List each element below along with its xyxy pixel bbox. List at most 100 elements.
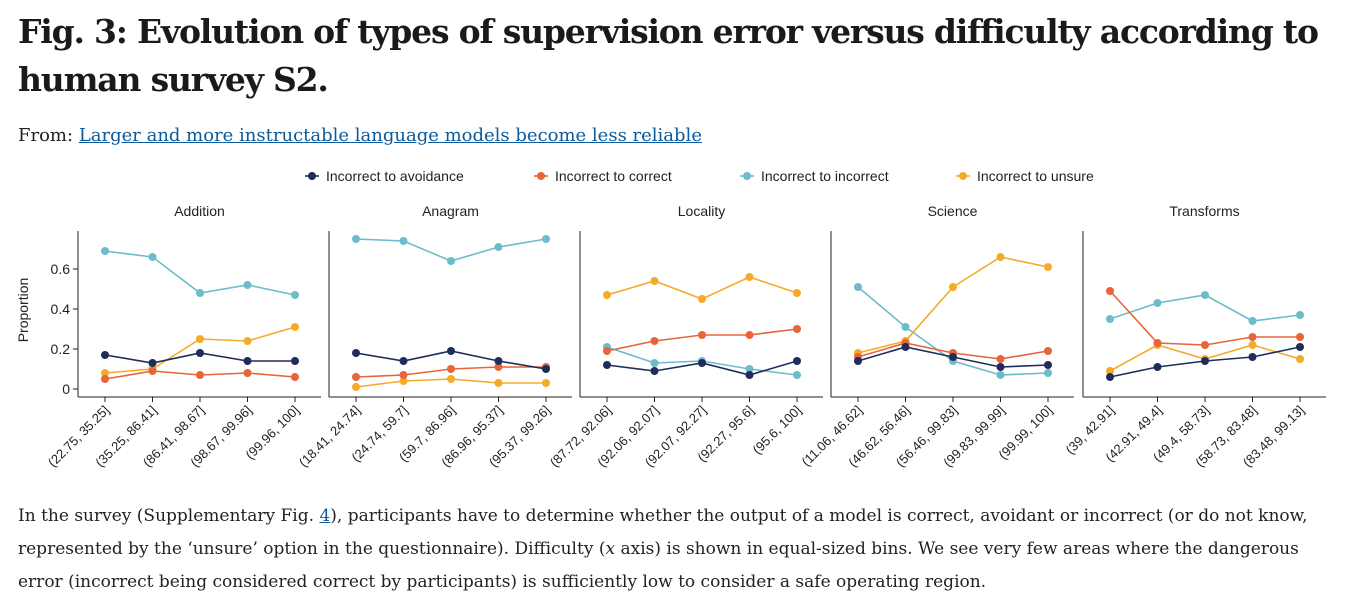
point-incorrect-science: [901, 323, 910, 331]
y-tick-label: 0.4: [51, 301, 71, 317]
point-correct-addition: [148, 367, 157, 375]
point-avoidance-locality: [650, 367, 659, 375]
point-avoidance-anagram: [447, 347, 455, 355]
source-article-link[interactable]: Larger and more instructable language mo…: [78, 125, 702, 146]
point-avoidance-addition: [291, 357, 299, 365]
point-avoidance-locality: [698, 359, 706, 367]
y-tick-label: 0.2: [51, 341, 71, 357]
point-correct-science: [996, 355, 1005, 363]
point-unsure-locality: [650, 277, 659, 285]
panel-title-transforms: Transforms: [1169, 203, 1239, 219]
y-tick-label: 0.6: [51, 261, 71, 277]
point-incorrect-transforms: [1153, 299, 1162, 307]
caption-part3: axis) is shown in equal-sized bins. We s…: [18, 539, 1299, 592]
point-correct-locality: [603, 347, 611, 355]
point-incorrect-transforms: [1106, 315, 1114, 323]
point-avoidance-anagram: [352, 349, 360, 357]
point-correct-locality: [650, 337, 659, 345]
supplementary-fig-link[interactable]: 4: [319, 506, 331, 526]
point-avoidance-addition: [148, 359, 157, 367]
legend-label-unsure: Incorrect to unsure: [977, 168, 1094, 184]
point-correct-locality: [745, 331, 754, 339]
point-incorrect-transforms: [1201, 291, 1209, 299]
point-unsure-anagram: [352, 383, 360, 391]
legend-label-incorrect: Incorrect to incorrect: [761, 168, 889, 184]
point-avoidance-science: [854, 357, 862, 365]
point-unsure-addition: [101, 369, 109, 377]
point-incorrect-anagram: [494, 243, 503, 251]
panel-title-locality: Locality: [678, 203, 725, 219]
point-avoidance-addition: [101, 351, 109, 359]
point-unsure-anagram: [399, 377, 408, 385]
point-avoidance-anagram: [399, 357, 408, 365]
point-unsure-science: [949, 283, 957, 291]
figure-caption: In the survey (Supplementary Fig. 4), pa…: [18, 500, 1338, 599]
point-avoidance-transforms: [1153, 363, 1162, 371]
point-incorrect-locality: [745, 365, 754, 373]
point-unsure-anagram: [447, 375, 455, 383]
legend-marker-incorrect: [743, 172, 751, 180]
legend-label-correct: Incorrect to correct: [555, 168, 672, 184]
point-correct-locality: [793, 325, 801, 333]
point-incorrect-addition: [291, 291, 299, 299]
point-avoidance-anagram: [494, 357, 503, 365]
point-correct-transforms: [1153, 339, 1162, 347]
panel-title-science: Science: [928, 203, 978, 219]
point-incorrect-transforms: [1248, 317, 1257, 325]
point-incorrect-addition: [101, 247, 109, 255]
point-avoidance-addition: [196, 349, 204, 357]
point-unsure-transforms: [1248, 341, 1257, 349]
point-correct-addition: [101, 375, 109, 383]
point-incorrect-anagram: [399, 237, 408, 245]
point-correct-transforms: [1201, 341, 1209, 349]
caption-axis-var: x: [605, 539, 616, 559]
point-incorrect-science: [854, 283, 862, 291]
point-unsure-anagram: [494, 379, 503, 387]
point-avoidance-transforms: [1106, 373, 1114, 381]
point-unsure-locality: [745, 273, 754, 281]
point-correct-locality: [698, 331, 706, 339]
legend-label-avoidance: Incorrect to avoidance: [326, 168, 464, 184]
legend-marker-unsure: [959, 172, 967, 180]
y-axis-label: Proportion: [15, 278, 31, 343]
point-avoidance-anagram: [542, 365, 550, 373]
point-avoidance-locality: [793, 357, 801, 365]
series-line-incorrect-addition: [104, 250, 296, 296]
point-unsure-locality: [698, 295, 706, 303]
caption-part2: ), participants have to determine whethe…: [18, 506, 1308, 559]
figure-title: Fig. 3: Evolution of types of supervisio…: [18, 12, 1319, 99]
point-correct-transforms: [1248, 333, 1257, 341]
point-incorrect-locality: [793, 371, 801, 379]
point-incorrect-anagram: [447, 257, 455, 265]
point-correct-addition: [196, 371, 204, 379]
point-correct-transforms: [1106, 287, 1114, 295]
point-avoidance-locality: [603, 361, 611, 369]
point-correct-addition: [243, 369, 252, 377]
point-unsure-locality: [793, 289, 801, 297]
point-correct-anagram: [399, 371, 408, 379]
point-incorrect-addition: [148, 253, 157, 261]
point-unsure-addition: [291, 323, 299, 331]
point-unsure-locality: [603, 291, 611, 299]
point-avoidance-addition: [243, 357, 252, 365]
point-correct-transforms: [1296, 333, 1304, 341]
point-incorrect-anagram: [352, 235, 360, 243]
point-unsure-transforms: [1296, 355, 1304, 363]
from-line: From: Larger and more instructable langu…: [18, 125, 702, 146]
point-unsure-anagram: [542, 379, 550, 387]
point-unsure-science: [1044, 263, 1052, 271]
point-incorrect-addition: [196, 289, 204, 297]
point-correct-anagram: [494, 363, 503, 371]
point-incorrect-transforms: [1296, 311, 1304, 319]
series-line-unsure-science: [857, 256, 1049, 354]
point-avoidance-transforms: [1296, 343, 1304, 351]
point-unsure-addition: [196, 335, 204, 343]
point-incorrect-locality: [650, 359, 659, 367]
point-avoidance-science: [901, 343, 910, 351]
x-tick-label: (95.6, 100]: [750, 403, 805, 458]
point-avoidance-transforms: [1201, 357, 1209, 365]
point-avoidance-science: [996, 363, 1005, 371]
point-unsure-addition: [243, 337, 252, 345]
point-correct-science: [1044, 347, 1052, 355]
from-label: From:: [18, 125, 74, 146]
